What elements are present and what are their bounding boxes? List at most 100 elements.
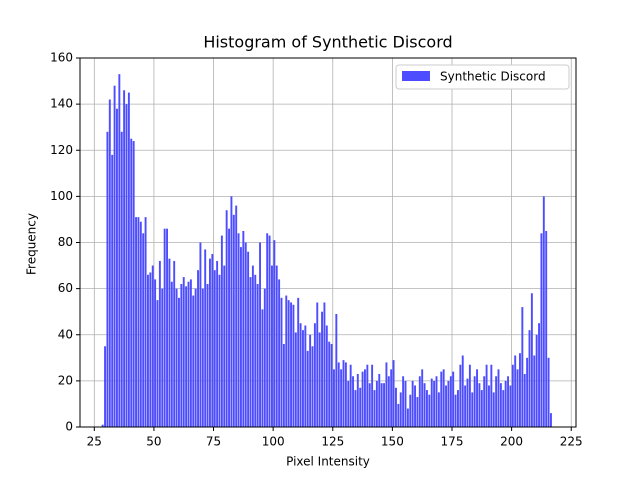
bar xyxy=(318,332,321,427)
bar xyxy=(290,302,292,427)
bar xyxy=(490,364,493,427)
bar xyxy=(488,385,490,427)
bar xyxy=(499,383,502,427)
bar xyxy=(375,380,378,427)
bar xyxy=(502,390,505,427)
bar xyxy=(194,288,197,427)
bar xyxy=(263,288,266,427)
bar xyxy=(130,138,133,427)
bar xyxy=(104,346,106,427)
bar xyxy=(440,371,443,427)
bar xyxy=(142,233,145,427)
bar xyxy=(523,373,526,427)
bar xyxy=(457,390,459,427)
bar xyxy=(228,228,230,427)
bar xyxy=(406,408,409,427)
bar xyxy=(197,270,199,427)
bar xyxy=(361,371,364,427)
bar xyxy=(437,392,440,427)
bar xyxy=(399,392,402,427)
bar xyxy=(461,355,464,427)
bar xyxy=(240,247,242,427)
bar xyxy=(201,288,204,427)
bar xyxy=(113,85,116,428)
y-tick-label: 120 xyxy=(50,143,73,157)
bar xyxy=(132,141,135,427)
bar xyxy=(485,364,488,427)
bar xyxy=(220,235,223,427)
bar xyxy=(395,387,397,427)
bar xyxy=(280,297,283,427)
bar xyxy=(209,258,211,427)
bar xyxy=(173,260,176,427)
bar xyxy=(452,371,455,427)
bar xyxy=(478,383,481,427)
bar xyxy=(278,279,281,427)
plot-frame xyxy=(79,57,577,428)
bar xyxy=(232,214,235,427)
bar xyxy=(335,313,338,427)
bar xyxy=(383,383,385,427)
bar xyxy=(347,380,350,427)
bar xyxy=(435,376,438,427)
x-tick-label: 150 xyxy=(381,435,404,449)
bar xyxy=(163,228,166,427)
bar xyxy=(540,233,543,427)
bar xyxy=(321,311,323,427)
bar xyxy=(504,380,507,427)
bar xyxy=(127,92,130,427)
bar xyxy=(309,334,312,427)
bar xyxy=(466,378,469,427)
bar xyxy=(266,233,269,427)
bar xyxy=(118,74,121,428)
bar xyxy=(483,376,486,427)
bar xyxy=(108,99,111,427)
bar xyxy=(535,334,538,427)
bar xyxy=(256,284,259,427)
x-tick-label: 50 xyxy=(146,435,161,449)
bar xyxy=(302,330,304,427)
bar xyxy=(273,240,276,427)
bar xyxy=(125,104,128,427)
bar xyxy=(471,392,474,427)
bar xyxy=(445,385,447,427)
bar xyxy=(182,277,185,427)
bar xyxy=(213,270,216,427)
bar xyxy=(364,369,366,427)
bar xyxy=(218,274,221,427)
x-tick-label: 125 xyxy=(321,435,344,449)
bar xyxy=(170,281,173,427)
bar xyxy=(409,394,412,427)
bar xyxy=(297,297,300,427)
bar xyxy=(373,390,376,427)
bar xyxy=(468,364,471,427)
bar xyxy=(168,258,171,427)
bar xyxy=(385,362,388,427)
bar xyxy=(275,265,278,427)
bar xyxy=(251,265,254,427)
bar xyxy=(211,254,214,427)
bar xyxy=(423,383,426,427)
bar xyxy=(311,346,314,427)
bar xyxy=(151,265,154,427)
bar xyxy=(378,373,381,427)
bar xyxy=(521,307,524,427)
bar xyxy=(359,387,362,427)
bar xyxy=(387,376,390,427)
y-tick-label: 40 xyxy=(58,327,73,341)
bar xyxy=(344,362,347,427)
bar xyxy=(192,295,195,427)
bar xyxy=(426,390,428,427)
bar xyxy=(464,385,467,427)
bar xyxy=(509,385,512,427)
bar xyxy=(418,376,421,427)
bar xyxy=(368,383,371,427)
bar xyxy=(230,196,233,427)
bar xyxy=(204,249,207,427)
bar xyxy=(366,364,369,427)
bar xyxy=(306,350,309,427)
bar xyxy=(397,403,400,427)
x-tick-label: 75 xyxy=(206,435,221,449)
bar xyxy=(235,205,238,427)
